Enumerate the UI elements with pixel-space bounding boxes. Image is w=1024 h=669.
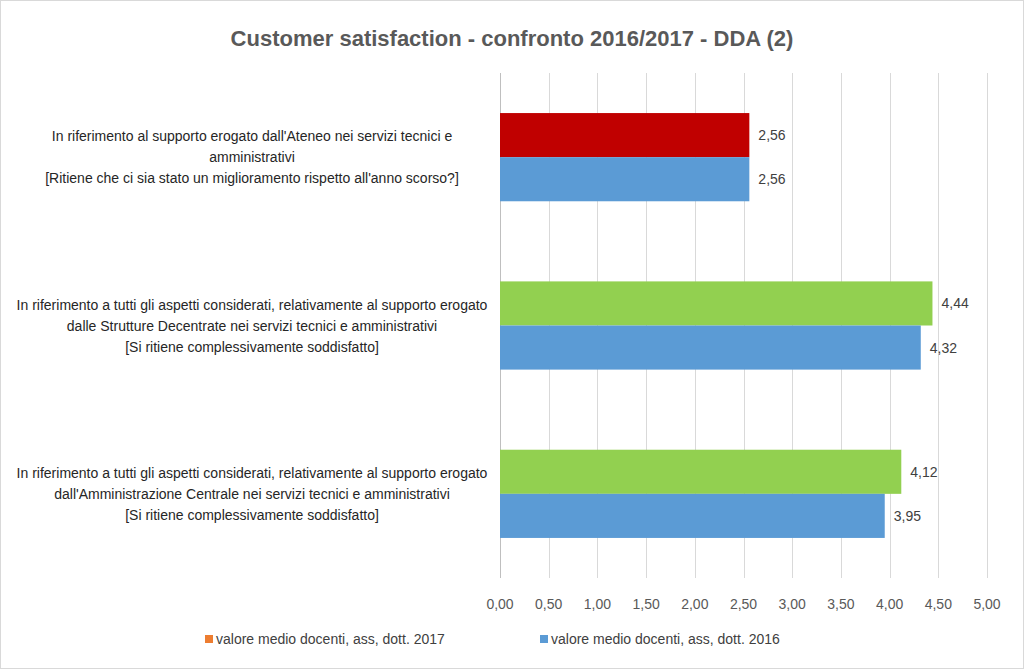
title: Customer satisfaction - confronto 2016/2… bbox=[231, 26, 794, 51]
category-label: In riferimento a tutti gli aspetti consi… bbox=[17, 297, 488, 355]
category-label: In riferimento al supporto erogato dall'… bbox=[45, 128, 459, 186]
tick-label: 2,50 bbox=[730, 596, 757, 612]
bar bbox=[500, 157, 749, 201]
tick-label: 1,00 bbox=[584, 596, 611, 612]
data-labels: 2,56 4,44 4,12 2,56 4,32 3,95 bbox=[758, 127, 969, 524]
tick-label: 0,00 bbox=[486, 596, 513, 612]
legend: valore medio docenti, ass, dott. 2017 val… bbox=[205, 631, 780, 647]
tick-label: 0,50 bbox=[535, 596, 562, 612]
chart: Customer satisfaction - confronto 2016/2… bbox=[0, 0, 1024, 669]
tick-label: 3,50 bbox=[827, 596, 854, 612]
data-label: 4,32 bbox=[930, 340, 957, 356]
bar bbox=[500, 450, 901, 494]
legend-swatch bbox=[540, 635, 548, 643]
tick-label: 1,50 bbox=[632, 596, 659, 612]
chart-frame bbox=[1, 1, 1024, 669]
data-label: 4,12 bbox=[910, 464, 937, 480]
tick-label: 5,00 bbox=[973, 596, 1000, 612]
tick-label: 4,00 bbox=[876, 596, 903, 612]
bar bbox=[500, 113, 749, 157]
grid-line bbox=[938, 73, 939, 578]
tick-label: 4,50 bbox=[925, 596, 952, 612]
tick-label: 3,00 bbox=[779, 596, 806, 612]
data-label: 4,44 bbox=[941, 295, 968, 311]
grid-line bbox=[987, 73, 988, 578]
tick-label: 2,00 bbox=[681, 596, 708, 612]
category-label: In riferimento a tutti gli aspetti consi… bbox=[17, 465, 488, 523]
data-label: 2,56 bbox=[758, 171, 785, 187]
legend-label: valore medio docenti, ass, dott. 2017 bbox=[216, 631, 445, 647]
grid bbox=[501, 73, 988, 578]
bars bbox=[500, 113, 932, 538]
data-label: 2,56 bbox=[758, 127, 785, 143]
bar bbox=[500, 281, 932, 325]
data-label: 3,95 bbox=[894, 508, 921, 524]
legend-swatch bbox=[205, 635, 213, 643]
bar bbox=[500, 326, 921, 370]
legend-label: valore medio docenti, ass, dott. 2016 bbox=[551, 631, 780, 647]
bar bbox=[500, 494, 885, 538]
